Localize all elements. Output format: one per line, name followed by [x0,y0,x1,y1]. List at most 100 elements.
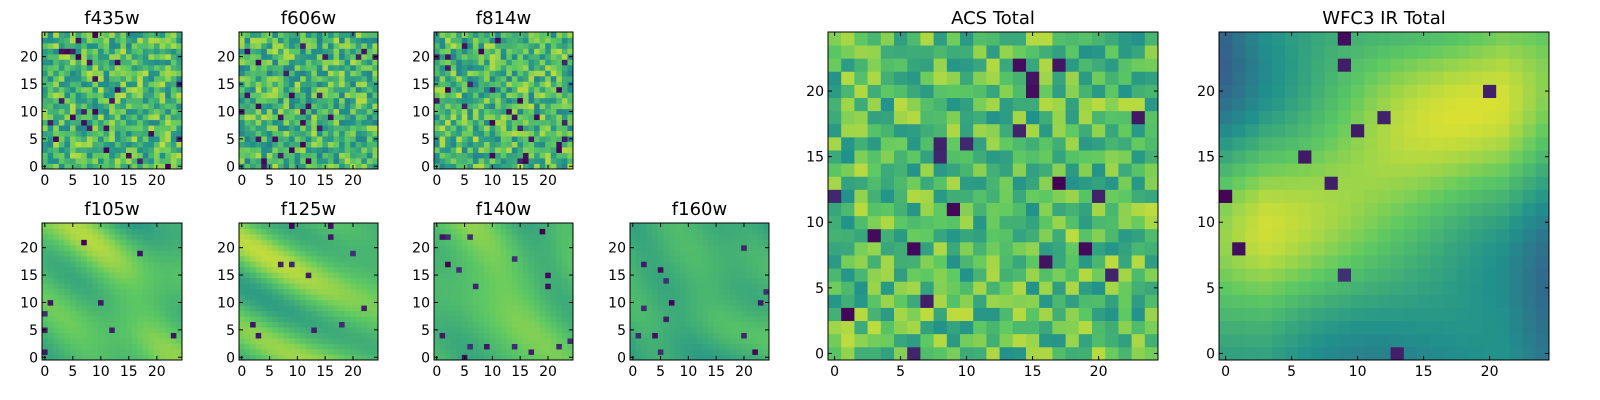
heatmap-cell [114,92,121,99]
heatmap-cell [1039,320,1053,335]
heatmap-cell [244,266,251,273]
heatmap-cell [522,277,529,284]
heatmap-cell [159,228,166,235]
heatmap-cell [142,244,149,251]
heatmap-cell [120,272,127,279]
x-tick-label: 15 [120,364,138,380]
heatmap-cell [674,266,681,273]
heatmap-cell [159,294,166,301]
heatmap-cell [696,294,703,301]
heatmap-cell [635,327,642,333]
heatmap-cell [724,321,731,328]
heatmap-cell [361,86,368,93]
heatmap-cell [261,130,268,137]
heatmap-cell [561,81,568,88]
heatmap-cell [680,244,686,251]
heatmap-cell [64,332,71,339]
heatmap-cell [344,42,351,49]
heatmap-cell [142,86,149,93]
heatmap-cell [98,152,104,159]
heatmap-cell [266,255,273,262]
heatmap-cell [344,75,351,82]
heatmap-cell [294,158,301,164]
heatmap-cell [81,53,88,60]
heatmap-cell [311,97,318,104]
heatmap-cell [64,130,71,137]
heatmap-cell [75,147,82,153]
heatmap-cell [86,152,93,159]
heatmap-cell [880,281,895,295]
heatmap-cell [148,223,155,229]
heatmap-cell [702,228,709,235]
heatmap-cell [467,244,474,251]
heatmap-cell [98,349,104,355]
y-tick-label: 5 [617,323,626,339]
heatmap-cell [741,332,748,339]
heatmap-cell [641,288,648,295]
heatmap-cell [522,327,529,333]
heatmap-cell [98,316,104,323]
heatmap-cell [154,321,160,328]
heatmap-cell [159,349,166,355]
heatmap-cell [467,152,474,159]
heatmap-cell [517,141,524,148]
heatmap-cell [495,53,502,60]
heatmap-cell [1065,294,1080,308]
heatmap-cell [456,354,463,361]
heatmap-cell [946,281,961,295]
heatmap-cell [1078,294,1093,308]
heatmap-cell [176,332,183,339]
heatmap-cell [556,130,563,137]
heatmap-cell [311,92,318,99]
heatmap-cell [478,64,485,71]
y-tick-label: 20 [217,50,235,66]
heatmap-cell [550,277,557,284]
heatmap-cell [148,332,155,339]
heatmap-cell [506,288,513,295]
heatmap-cell [561,310,568,317]
heatmap-cell [244,158,251,164]
x-tick-label: 5 [265,173,274,189]
heatmap-cell [131,310,138,317]
heatmap-cell [42,70,48,77]
heatmap-cell [545,327,552,333]
heatmap-cell [305,305,312,312]
heatmap-cell [244,64,251,71]
heatmap-cell [114,163,121,170]
heatmap-cell [255,130,262,137]
heatmap-cell [986,294,1000,308]
heatmap-cell [350,103,357,110]
heatmap-cell [522,136,529,142]
axes-frame-f105w [41,222,183,361]
heatmap-cell [933,294,948,308]
heatmap-cell [86,338,93,344]
heatmap-cell [1144,241,1159,256]
heatmap-cell [646,349,653,355]
heatmap-cell [92,343,99,350]
heatmap-cell [484,125,490,132]
heatmap-cell [131,288,138,295]
heatmap-cell [434,277,440,284]
heatmap-cell [131,250,138,257]
heatmap-cell [255,277,262,284]
heatmap-cell [92,136,99,142]
heatmap-cell [327,119,334,126]
heatmap-cell [522,250,529,257]
heatmap-cell [1144,294,1159,308]
heatmap-cell [154,283,160,290]
heatmap-cell [120,108,127,115]
heatmap-cell [986,255,1000,269]
heatmap-cell [283,223,290,229]
heatmap-cell [64,321,71,328]
heatmap-cell [456,321,463,328]
heatmap-cell [137,37,144,44]
heatmap-cell [450,97,457,104]
heatmap-cell [630,349,636,355]
heatmap-cell [439,244,446,251]
heatmap-cell [500,108,507,115]
heatmap-cell [131,59,138,66]
heatmap-cell [828,307,842,322]
x-tick-label: 5 [68,173,77,189]
heatmap-cell [137,130,144,137]
heatmap-cell [500,130,507,137]
